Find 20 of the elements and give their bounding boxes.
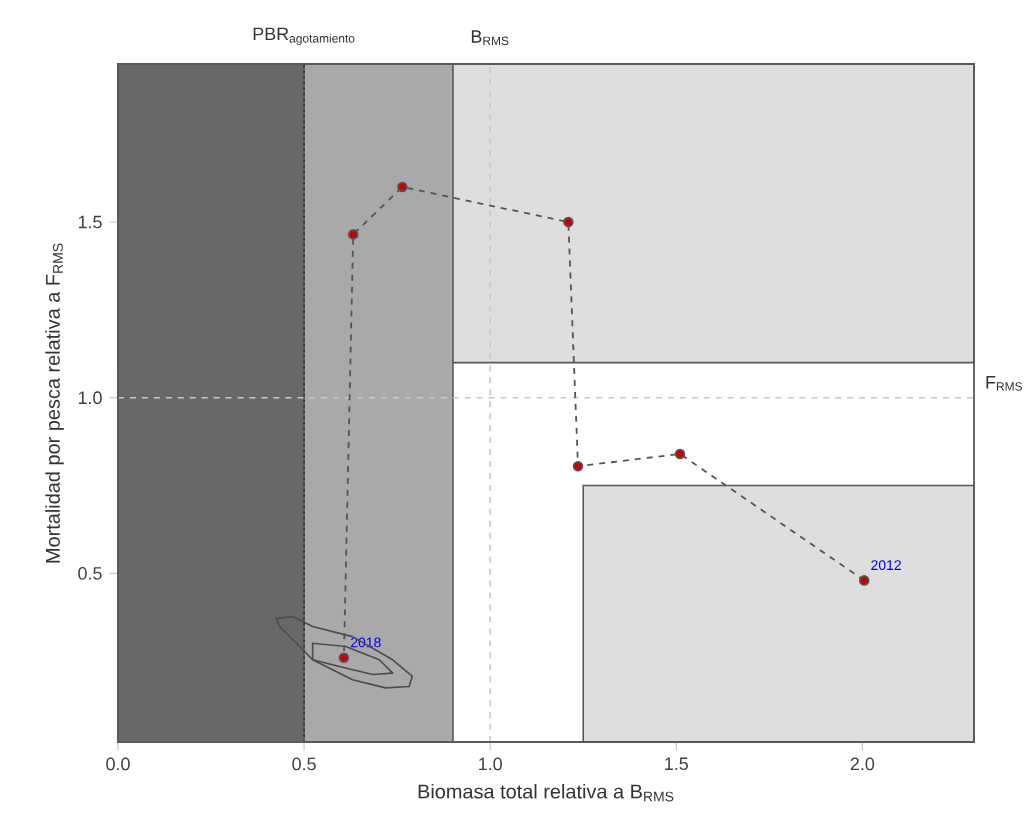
x-tick-label: 0.0 [106, 757, 130, 771]
y-tick-label: 1.0 [78, 391, 102, 405]
y-tick-label: 1.5 [78, 215, 102, 229]
point [572, 460, 584, 472]
x-axis-title: Biomasa total relativa a B$_{RMS}$ [418, 783, 674, 802]
point [338, 652, 350, 663]
x-tick-label: 2.0 [850, 757, 875, 771]
point [397, 181, 408, 193]
x-tick-label: 1.5 [665, 757, 688, 771]
x-tick-label: 1.0 [479, 757, 502, 771]
x-tick-label: 0.5 [292, 757, 316, 771]
ref-line-label: $\text{B}_{\text{RMS}}$ [471, 30, 509, 46]
y-axis-title: Mortalidad por pesca relativa a F$_{RMS}$ [45, 243, 64, 563]
point [347, 229, 359, 240]
y-tick-label: 0.5 [78, 567, 102, 580]
point [674, 448, 686, 460]
point [563, 216, 574, 228]
ref-line-label: $\text{F}_{\text{RMS}}$ [986, 376, 1023, 391]
point [858, 575, 870, 586]
ref-line-label: $\text{PBR}_{\text{agotamiento}}$ [253, 27, 355, 45]
